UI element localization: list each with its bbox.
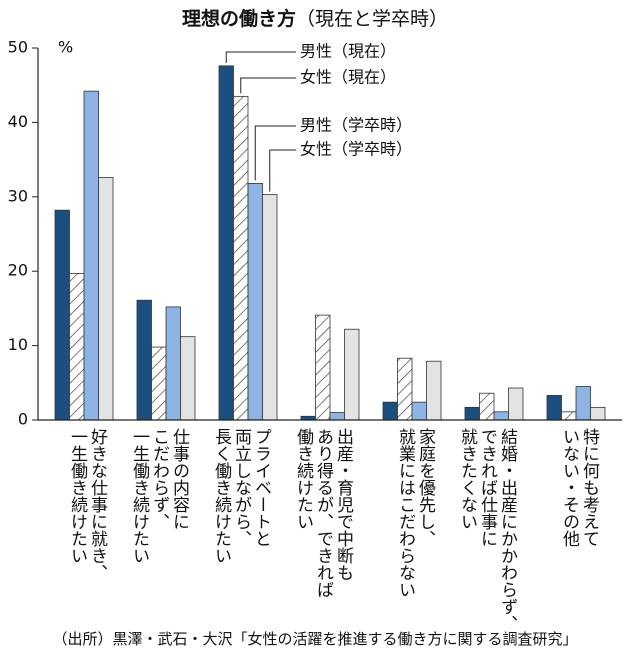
chart-title: 理想の働き方 <box>181 8 296 30</box>
legend-leader <box>254 125 296 181</box>
x-tick-label: 出産・育児で中断も あり得るが、できれば 働き続けたい <box>293 428 353 598</box>
y-tick-label: 10 <box>8 335 28 354</box>
x-tick-label: 結婚・出産にかかわらず、 できれば仕事に 就きたくない <box>457 428 517 632</box>
bar <box>247 183 263 421</box>
bar <box>493 411 509 421</box>
title-block: 理想の働き方（現在と学卒時） <box>0 4 630 31</box>
chart-subtitle: （現在と学卒時） <box>296 8 449 30</box>
bar <box>98 177 114 421</box>
x-tick-label: プライベートと 両立しながら、 長く働き続けたい <box>211 428 271 564</box>
y-unit: % <box>58 38 73 57</box>
bar <box>233 95 249 421</box>
legend-label: 男性（現在） <box>300 42 396 61</box>
y-tick-label: 20 <box>8 261 28 280</box>
bar <box>83 90 99 421</box>
legend-label: 女性（学卒時） <box>300 140 412 159</box>
y-tick-label: 30 <box>8 186 28 205</box>
bar <box>344 328 360 421</box>
bar <box>575 386 591 421</box>
legend-label: 男性（学卒時） <box>300 116 412 135</box>
bar <box>69 273 85 421</box>
x-tick-label: 特に何も考えて いない・その他 <box>559 428 599 547</box>
legend-leader <box>225 51 296 63</box>
bar <box>508 387 524 421</box>
bar <box>262 194 278 421</box>
bar <box>426 360 442 421</box>
bar <box>151 346 167 421</box>
y-tick-label: 0 <box>18 410 28 429</box>
bar <box>180 336 196 421</box>
bar <box>329 412 345 421</box>
bar <box>218 65 234 421</box>
source-note: （出所）黒澤・武石・大沢「女性の活躍を推進する働き方に関する調査研究」 <box>52 630 578 648</box>
bar <box>315 314 331 421</box>
bar <box>165 306 181 421</box>
bar <box>411 401 427 421</box>
legend-leader <box>240 77 296 94</box>
x-tick-label: 好きな仕事に就き、 一生働き続けたい <box>67 428 107 581</box>
bar <box>136 299 152 421</box>
x-tick-label: 家庭を優先し、 就業にはこだわらない <box>395 428 435 598</box>
bar <box>464 406 480 421</box>
legend-label: 女性（現在） <box>300 68 396 87</box>
bar <box>561 411 577 421</box>
bar <box>546 395 562 421</box>
y-tick-label: 50 <box>8 38 28 57</box>
y-tick-label: 40 <box>8 112 28 131</box>
legend-leader <box>269 149 296 192</box>
bar <box>382 401 398 421</box>
bar <box>590 406 606 421</box>
bar <box>54 209 70 421</box>
bar <box>397 357 413 421</box>
bar <box>479 392 495 421</box>
x-tick-label: 仕事の内容に こだわらず、 一生働き続けたい <box>129 428 189 564</box>
